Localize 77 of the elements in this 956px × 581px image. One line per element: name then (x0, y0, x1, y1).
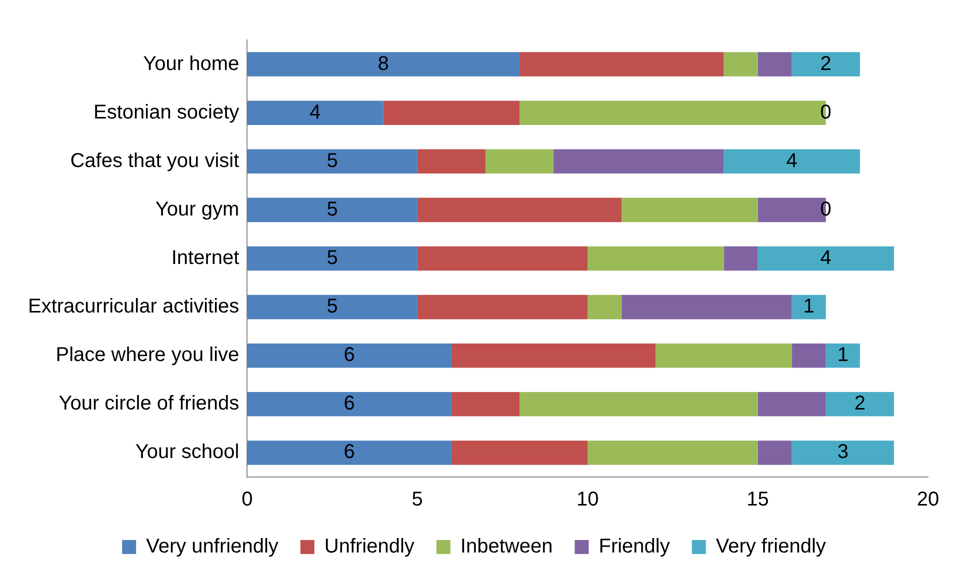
bar (724, 246, 758, 271)
bar (758, 246, 894, 271)
bar (826, 392, 894, 416)
bar (588, 294, 622, 320)
y-tick-label: Your circle of friends (58, 392, 240, 415)
bar (383, 100, 520, 125)
bar (451, 392, 520, 416)
bar (758, 392, 826, 416)
data-label: 6 (344, 441, 355, 464)
x-tick-label: 5 (412, 488, 423, 511)
bar (417, 294, 588, 320)
bar (417, 149, 486, 174)
data-label: 5 (326, 198, 338, 220)
bar (247, 52, 520, 76)
data-label: 4 (820, 247, 832, 270)
y-tick-label: Your school (135, 441, 240, 464)
bar (588, 246, 724, 271)
data-label: 1 (837, 344, 848, 366)
bar (622, 294, 792, 320)
data-label: 4 (310, 101, 321, 124)
bar (622, 198, 758, 222)
bar (724, 149, 860, 174)
legend-label: Very unfriendly (146, 536, 278, 558)
data-label: 2 (820, 52, 832, 75)
bar (247, 440, 452, 465)
data-label: 8 (378, 52, 389, 75)
bar (247, 392, 452, 416)
bar (792, 343, 826, 368)
data-label: 6 (344, 344, 355, 366)
bar (588, 440, 758, 465)
legend-label: Friendly (598, 536, 670, 558)
data-label: 5 (326, 150, 338, 172)
data-label: 0 (820, 198, 832, 220)
legend-label: Inbetween (460, 536, 553, 558)
x-tick-label: 0 (242, 488, 253, 511)
bar (485, 149, 554, 174)
data-label: 6 (344, 392, 355, 415)
legend-label: Very friendly (716, 536, 826, 558)
x-tick-label: 20 (916, 488, 940, 511)
y-tick-label: Estonian society (94, 101, 240, 124)
bar (656, 343, 792, 368)
bar (417, 198, 622, 222)
y-tick-label: Your home (143, 52, 240, 75)
bar (451, 343, 656, 368)
data-label: 3 (837, 441, 848, 464)
bar (758, 440, 792, 465)
y-tick-label: Cafes that you visit (70, 150, 240, 172)
bar (247, 198, 418, 222)
bar (247, 149, 418, 174)
bar (519, 52, 724, 76)
bar (792, 294, 826, 320)
y-tick-label: Internet (171, 247, 240, 270)
data-label: 0 (820, 101, 832, 124)
y-tick-label: Extracurricular activities (28, 296, 240, 318)
data-label: 2 (854, 392, 866, 415)
bar (554, 149, 724, 174)
bar (724, 52, 758, 76)
y-tick-label: Place where you live (56, 344, 240, 366)
bar (792, 440, 894, 465)
bar (417, 246, 588, 271)
bar (247, 100, 384, 125)
bar (792, 52, 860, 76)
x-tick-label: 10 (576, 488, 599, 511)
data-label: 5 (326, 247, 338, 270)
x-tick-label: 15 (746, 488, 769, 511)
bar (451, 440, 588, 465)
bar (758, 52, 792, 76)
data-label: 1 (803, 296, 814, 318)
data-label: 4 (786, 150, 798, 172)
bar (247, 246, 418, 271)
bar (247, 294, 418, 320)
y-tick-label: Your gym (155, 198, 240, 220)
bar (826, 343, 860, 368)
bar (519, 392, 758, 416)
data-label: 5 (326, 296, 338, 318)
bar (247, 343, 452, 368)
legend-label: Unfriendly (324, 536, 414, 558)
